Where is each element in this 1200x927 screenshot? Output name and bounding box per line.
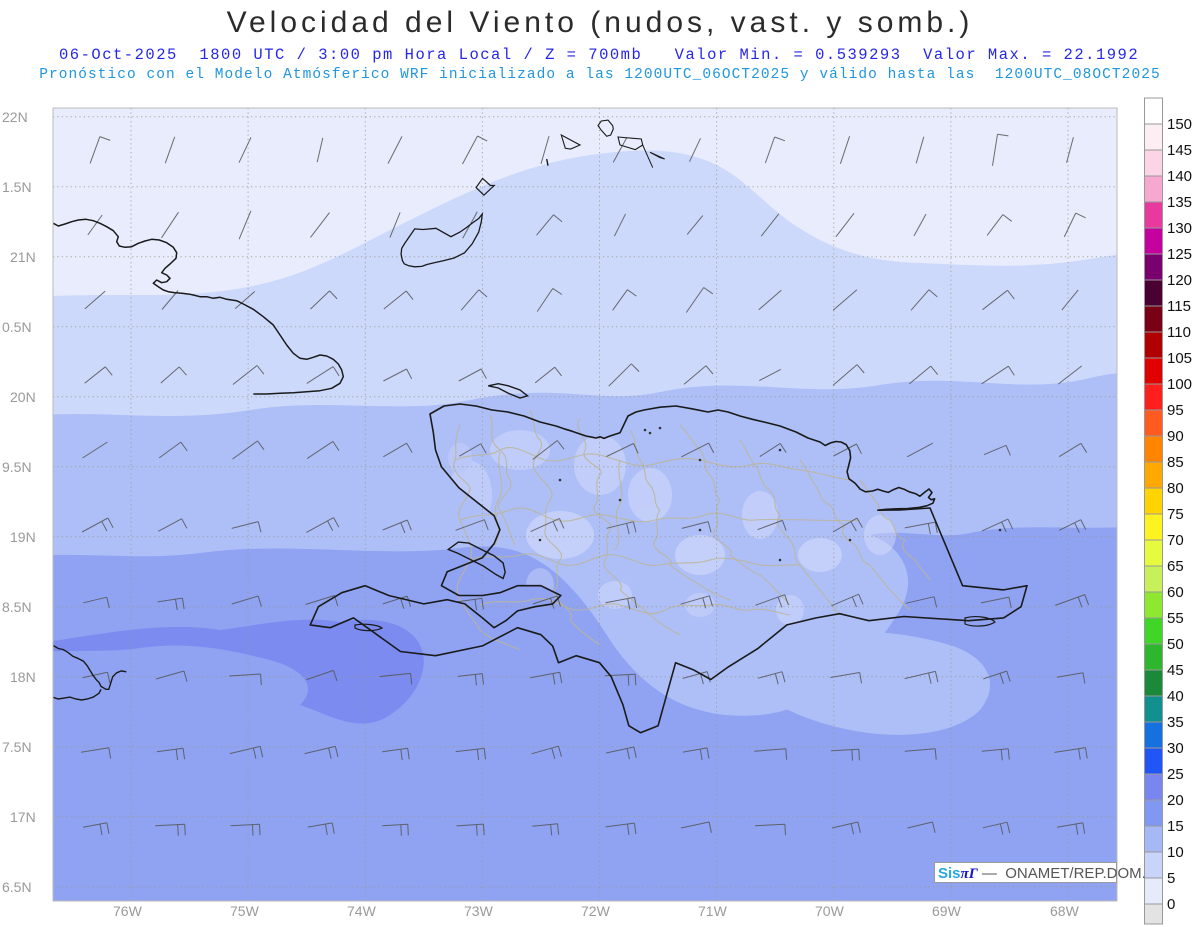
svg-text:115: 115	[1167, 298, 1191, 315]
svg-text:60: 60	[1167, 584, 1184, 601]
svg-text:5: 5	[1167, 870, 1175, 887]
svg-text:10: 10	[1167, 844, 1184, 861]
svg-text:85: 85	[1167, 454, 1184, 471]
svg-text:145: 145	[1167, 142, 1192, 159]
svg-text:35: 35	[1167, 714, 1184, 731]
svg-text:150: 150	[1167, 116, 1192, 133]
svg-text:80: 80	[1167, 480, 1184, 497]
svg-text:70: 70	[1167, 532, 1184, 549]
svg-text:125: 125	[1167, 246, 1192, 263]
svg-text:45: 45	[1167, 662, 1184, 679]
svg-text:120: 120	[1167, 272, 1192, 289]
svg-text:65: 65	[1167, 558, 1184, 575]
svg-text:135: 135	[1167, 194, 1192, 211]
svg-text:100: 100	[1167, 376, 1192, 393]
svg-text:20: 20	[1167, 792, 1184, 809]
svg-text:25: 25	[1167, 766, 1184, 783]
svg-text:40: 40	[1167, 688, 1184, 705]
svg-text:90: 90	[1167, 428, 1184, 445]
svg-text:55: 55	[1167, 610, 1184, 627]
svg-text:95: 95	[1167, 402, 1184, 419]
svg-text:15: 15	[1167, 818, 1184, 835]
svg-text:50: 50	[1167, 636, 1184, 653]
svg-text:130: 130	[1167, 220, 1192, 237]
svg-text:30: 30	[1167, 740, 1184, 757]
svg-text:75: 75	[1167, 506, 1184, 523]
svg-text:105: 105	[1167, 350, 1192, 367]
svg-text:140: 140	[1167, 168, 1192, 185]
svg-text:110: 110	[1167, 324, 1191, 341]
svg-text:0: 0	[1167, 896, 1175, 913]
